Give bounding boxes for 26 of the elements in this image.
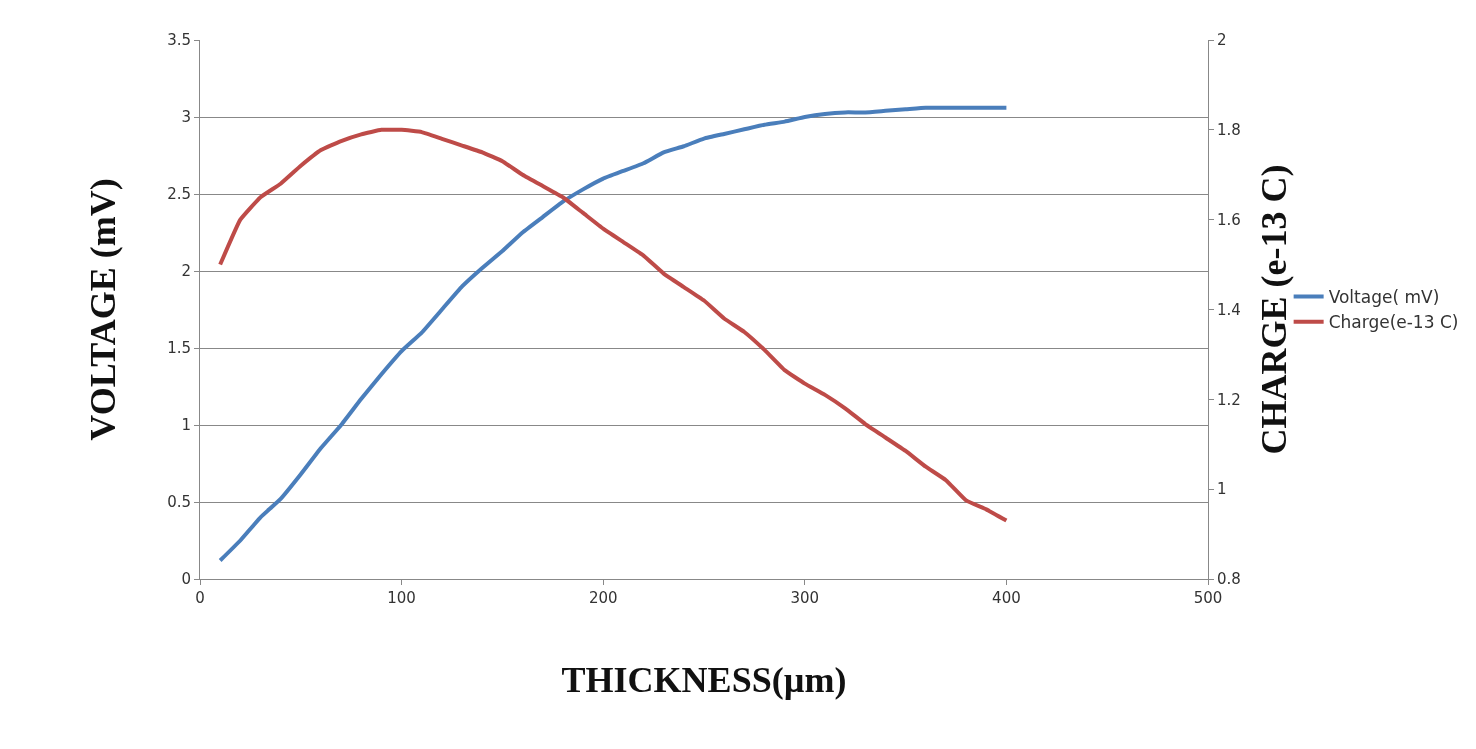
x-tick-label: 0 [195,589,205,607]
x-tick-label: 400 [992,589,1021,607]
x-axis-title: THICKNESS(µm) [561,659,847,700]
y2-tick-label: 1.2 [1217,390,1241,409]
x-tick-label: 200 [588,589,618,607]
y-tick-label: 0.5 [167,493,191,512]
y2-tick-label: 2 [1217,31,1227,50]
y2-tick-label: 0.8 [1217,570,1241,589]
y-tick-label: 3.5 [167,31,191,50]
x-tick-label: 500 [1193,589,1223,607]
y2-tick-label: 1 [1217,480,1227,499]
x-tick-label: 300 [790,589,820,607]
y-tick-label: 2 [181,262,191,281]
y2-axis-title: CHARGE (e-13 C) [1253,164,1294,455]
y-tick-label: 1 [181,416,191,435]
legend-label: Charge(e-13 C) [1328,312,1459,333]
legend-label: Voltage( mV) [1328,287,1440,308]
y-tick-label: 0 [181,570,191,589]
y2-tick-label: 1.4 [1217,300,1241,319]
y2-tick-label: 1.8 [1217,121,1241,140]
x-tick-label: 100 [387,589,416,607]
y-axis-title: VOLTAGE (mV) [83,178,124,441]
y-tick-label: 2.5 [167,185,191,204]
y-tick-label: 3 [181,108,191,127]
y2-tick-label: 1.6 [1217,210,1241,229]
y-tick-label: 1.5 [167,339,191,358]
